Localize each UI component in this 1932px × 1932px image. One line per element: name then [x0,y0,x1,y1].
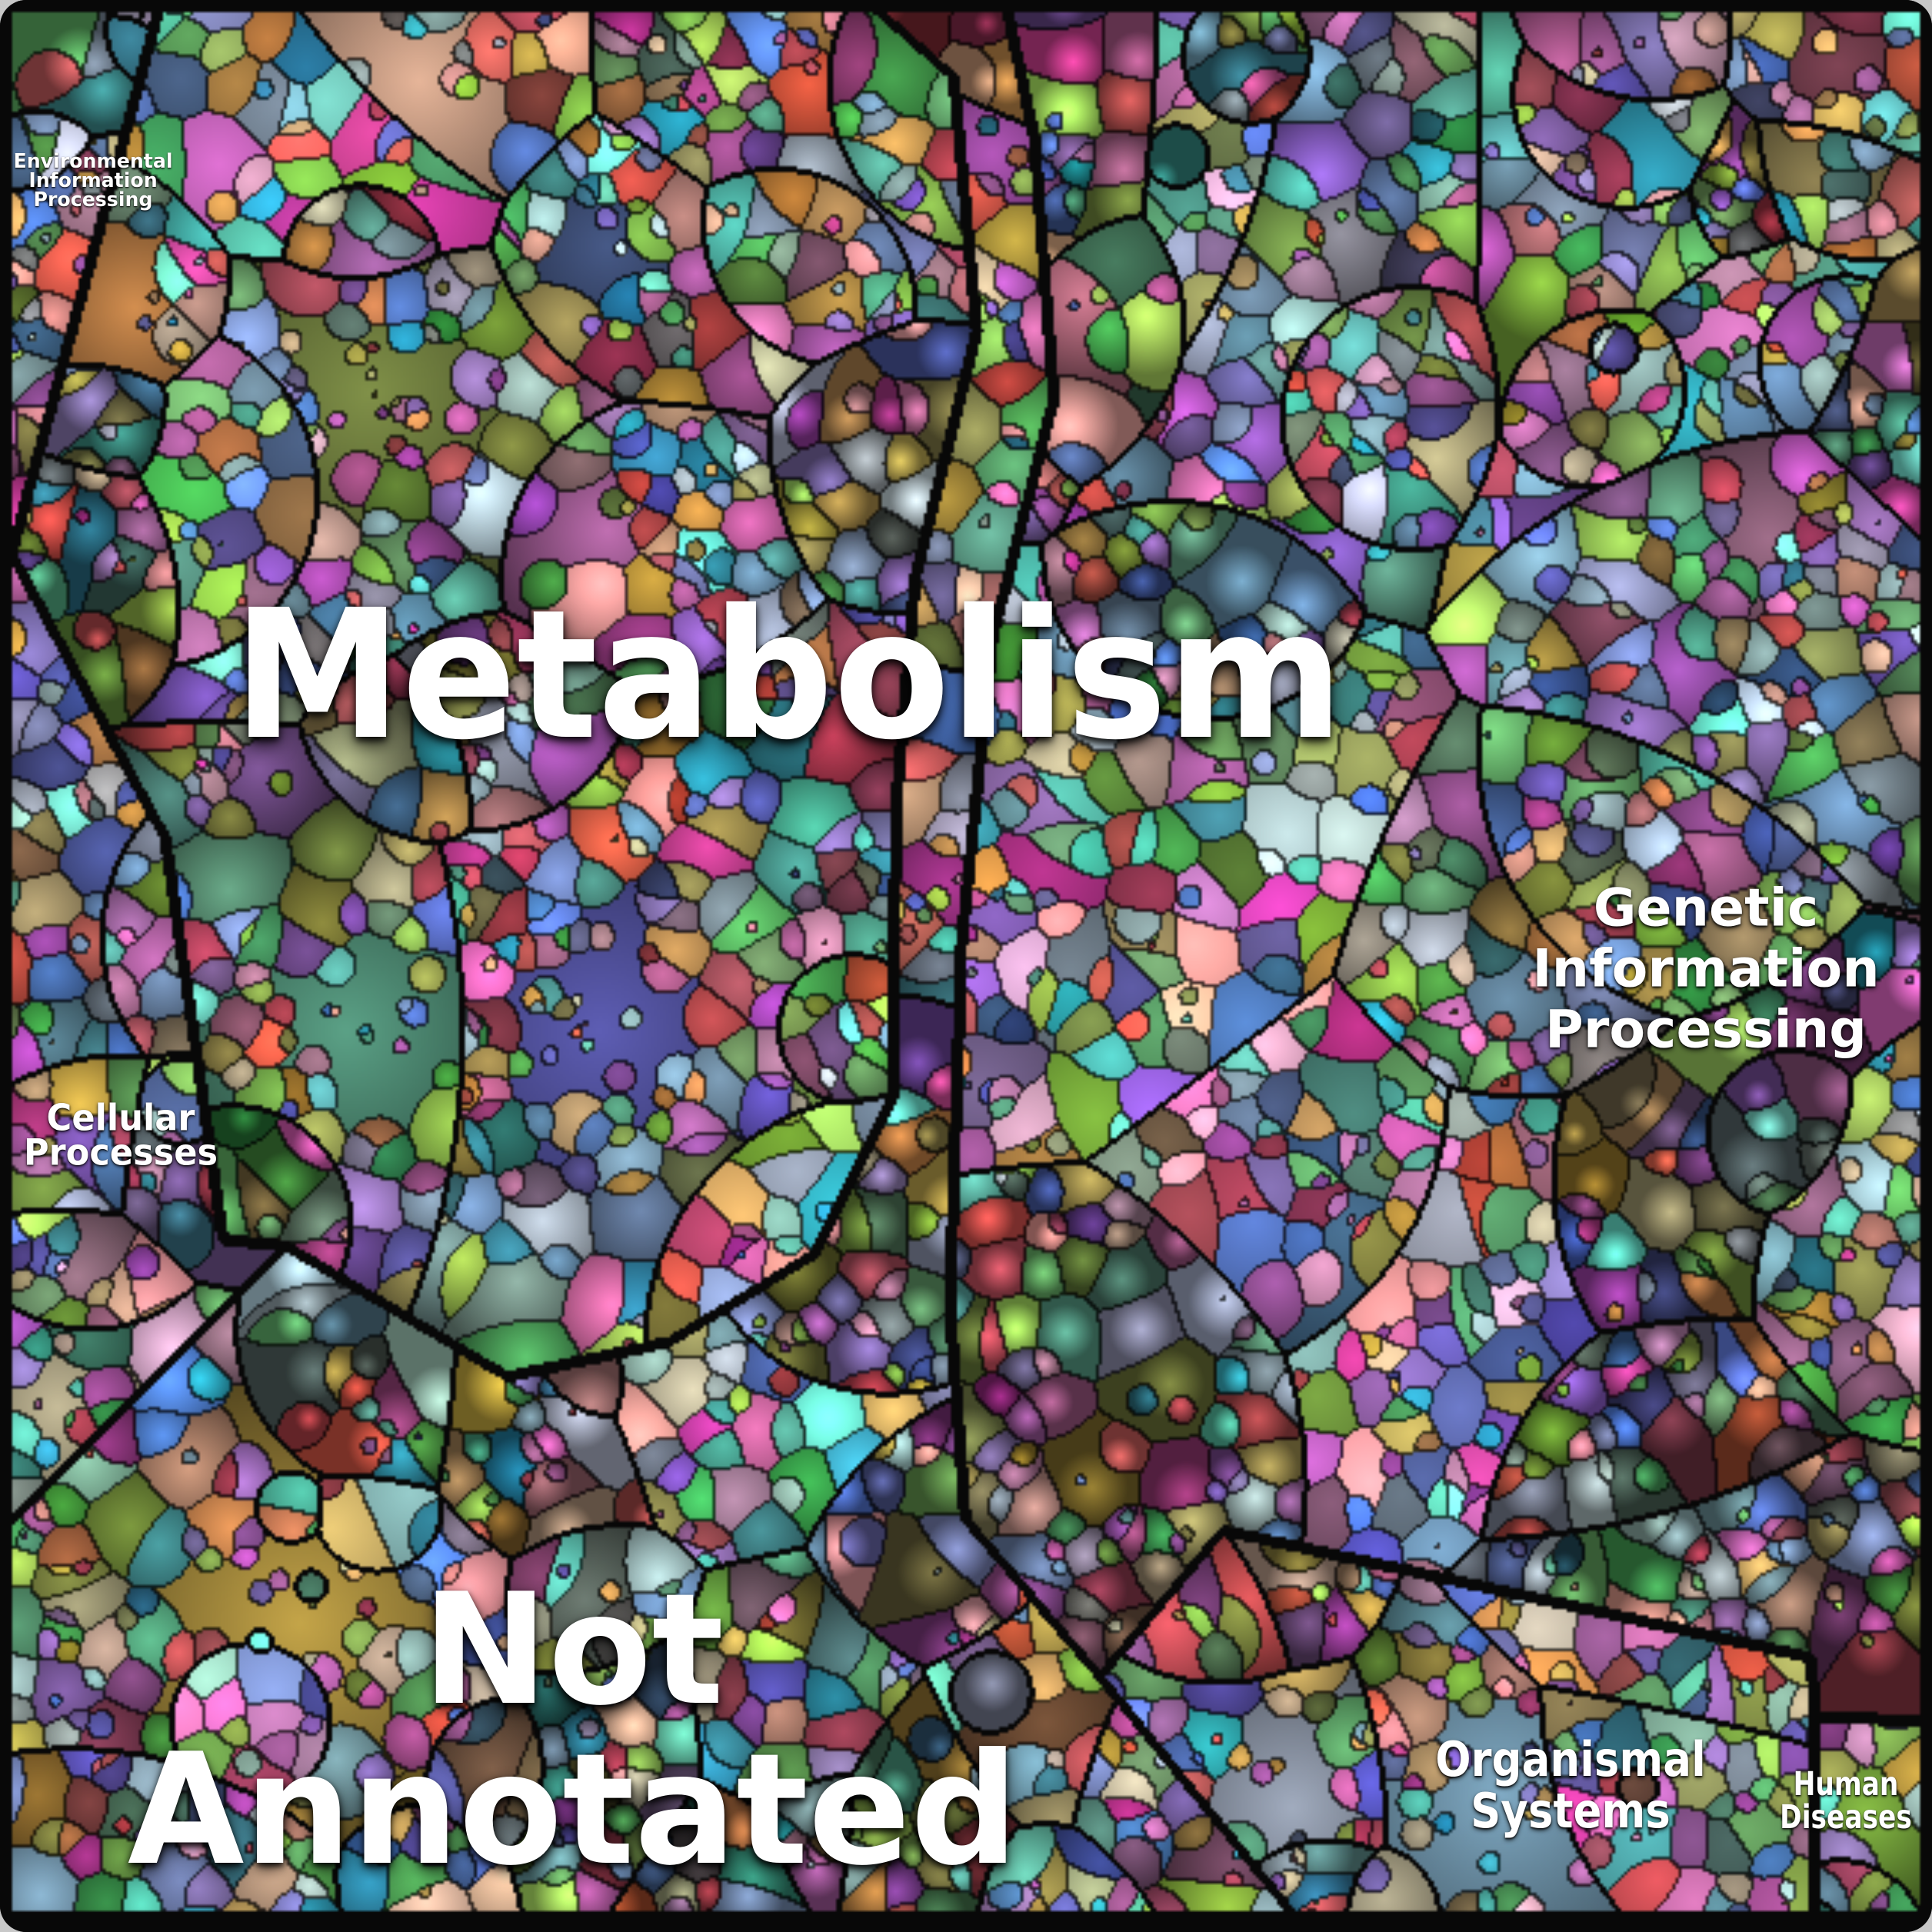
voronoi-treemap: Metabolism Not Annotated Genetic Informa… [0,0,1932,1932]
voronoi-treemap-canvas [0,0,1932,1932]
